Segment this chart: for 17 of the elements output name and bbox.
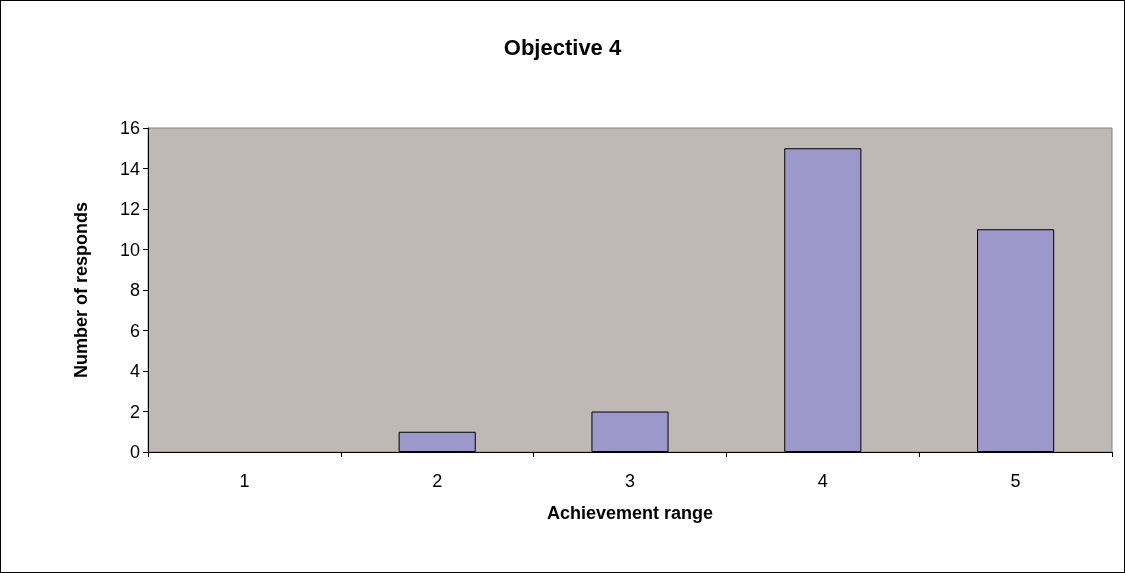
y-tick-label: 6 bbox=[129, 320, 140, 341]
y-tick-label: 14 bbox=[119, 158, 140, 179]
x-tick-label: 2 bbox=[432, 471, 443, 491]
y-tick-label: 16 bbox=[119, 118, 140, 138]
y-tick-label: 2 bbox=[129, 401, 140, 422]
x-tick-label: 1 bbox=[239, 471, 250, 491]
x-axis-title: Achievement range bbox=[546, 503, 714, 523]
y-tick-label: 10 bbox=[119, 239, 140, 260]
y-tick-label: 12 bbox=[119, 199, 140, 219]
y-axis-title: Number of responds bbox=[71, 201, 91, 379]
x-tick-label: 3 bbox=[624, 471, 636, 491]
y-tick-label: 4 bbox=[129, 361, 140, 381]
y-tick-label: 0 bbox=[129, 442, 140, 462]
y-tick-label: 8 bbox=[129, 280, 140, 300]
x-tick-label: 5 bbox=[1010, 471, 1021, 491]
chart-title: Objective 4 bbox=[503, 34, 622, 60]
x-tick-label: 4 bbox=[817, 471, 828, 491]
